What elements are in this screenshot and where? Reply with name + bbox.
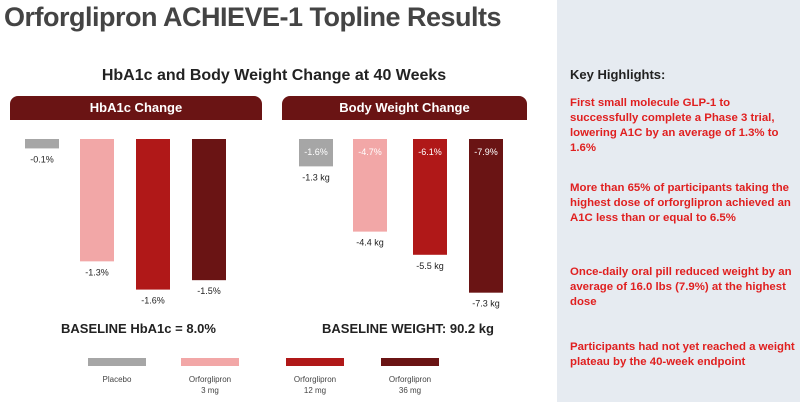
weight-panel-header: Body Weight Change: [282, 96, 527, 120]
highlight-item: Participants had not yet reached a weigh…: [570, 341, 795, 368]
legend-label-line2: 3 mg: [201, 386, 219, 395]
hba1c-panel-header: HbA1c Change: [10, 96, 262, 120]
weight-percent-label-12mg: -6.1%: [418, 147, 442, 157]
highlight-item: First small molecule GLP-1 to successful…: [570, 97, 779, 154]
weight-value-label-placebo: -1.3 kg: [302, 172, 330, 182]
legend-label-placebo: Placebo: [72, 374, 162, 385]
chart-heading: HbA1c and Body Weight Change at 40 Weeks: [101, 67, 447, 84]
hba1c-bar-3mg: [80, 139, 114, 262]
legend-label-line1: Orforglipron: [388, 375, 432, 384]
bar-charts: -0.1% -1.3% -1.6% -1.5% -1.3 kg -1.6% -4.4 kg -…: [25, 139, 503, 309]
weight-percent-label-placebo: -1.6%: [304, 147, 328, 157]
legend-item-36mg: Orforglipron 36 mg: [365, 358, 455, 396]
legend: Placebo Orforglipron 3 mg Orforglipron 1…: [0, 358, 548, 402]
weight-percent-label-3mg: -4.7%: [358, 147, 382, 157]
hba1c-baseline: BASELINE HbA1c = 8.0%: [61, 321, 216, 336]
legend-label-line1: Orforglipron: [188, 375, 232, 384]
page-title: Orforglipron ACHIEVE-1 Topline Results: [4, 2, 502, 32]
legend-item-placebo: Placebo: [72, 358, 162, 385]
legend-label-line1: Placebo: [102, 375, 132, 384]
weight-value-label-36mg: -7.3 kg: [472, 299, 500, 309]
legend-label-line2: 36 mg: [398, 386, 422, 395]
weight-bar-placebo: [299, 139, 333, 167]
highlight-item: More than 65% of participants taking the…: [570, 182, 791, 224]
weight-value-label-12mg: -5.5 kg: [416, 261, 444, 271]
legend-label-12mg: Orforglipron 12 mg: [270, 374, 360, 396]
weight-percent-label-36mg: -7.9%: [474, 147, 498, 157]
legend-label-line2: 12 mg: [303, 386, 327, 395]
hba1c-value-label-36mg: -1.5%: [197, 286, 221, 296]
legend-label-line1: Orforglipron: [293, 375, 337, 384]
weight-bar-3mg: [353, 139, 387, 232]
hba1c-value-label-3mg: -1.3%: [85, 267, 109, 277]
legend-label-3mg: Orforglipron 3 mg: [165, 374, 255, 396]
hba1c-value-label-placebo: -0.1%: [30, 154, 54, 164]
highlight-item: Once-daily oral pill reduced weight by a…: [570, 266, 792, 308]
hba1c-bar-placebo: [25, 139, 59, 149]
weight-bar-12mg: [413, 139, 447, 255]
legend-swatch-placebo: [88, 358, 146, 366]
legend-swatch-12mg: [286, 358, 344, 366]
highlights-title: Key Highlights:: [570, 67, 666, 82]
hba1c-bar-12mg: [136, 139, 170, 290]
weight-baseline: BASELINE WEIGHT: 90.2 kg: [322, 321, 494, 336]
legend-label-36mg: Orforglipron 36 mg: [365, 374, 455, 396]
weight-value-label-3mg: -4.4 kg: [356, 238, 384, 248]
legend-swatch-3mg: [181, 358, 239, 366]
legend-swatch-36mg: [381, 358, 439, 366]
legend-item-3mg: Orforglipron 3 mg: [165, 358, 255, 396]
key-highlights-panel: Key Highlights: First small molecule GLP…: [557, 0, 800, 402]
legend-item-12mg: Orforglipron 12 mg: [270, 358, 360, 396]
hba1c-value-label-12mg: -1.6%: [141, 296, 165, 306]
hba1c-bar-36mg: [192, 139, 226, 281]
weight-bar-36mg: [469, 139, 503, 293]
